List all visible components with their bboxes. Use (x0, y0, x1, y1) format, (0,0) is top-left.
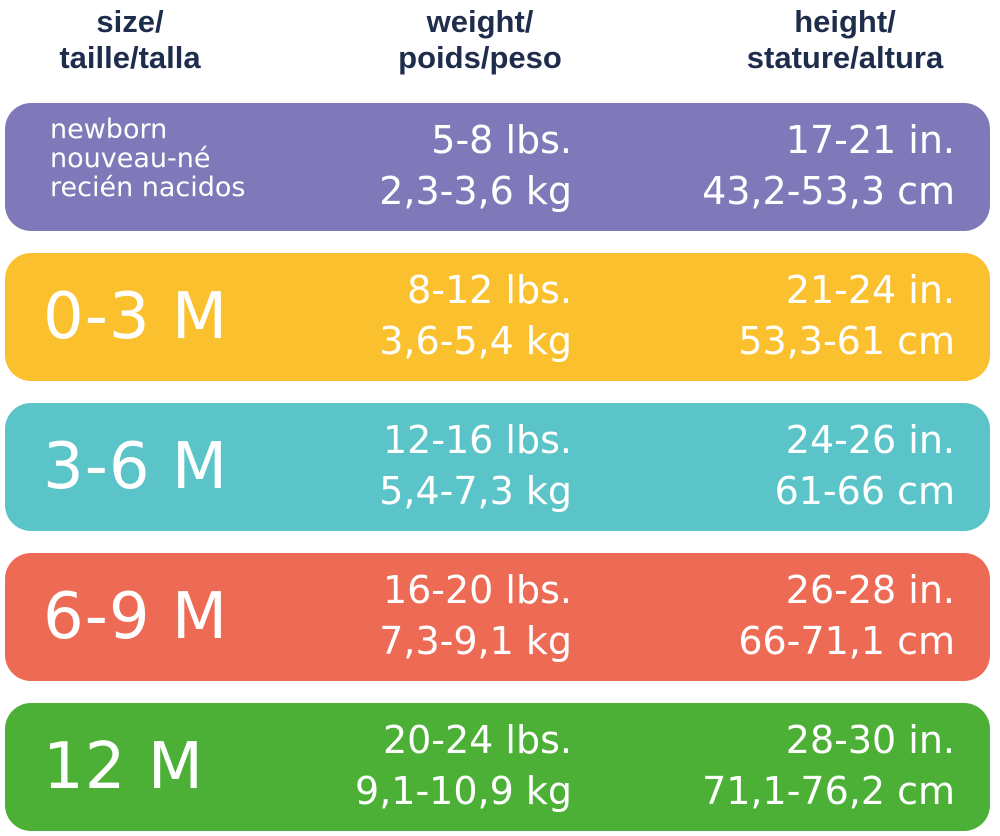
size-cell: 3-6 M (43, 430, 229, 504)
height-cell: 17-21 in. 43,2-53,3 cm (702, 118, 955, 213)
height-cell: 24-26 in. 61-66 cm (774, 418, 955, 513)
row-3-6m: 3-6 M 12-16 lbs. 5,4-7,3 kg 24-26 in. 61… (5, 403, 990, 531)
table-header: size/ taille/talla weight/ poids/peso he… (0, 0, 1000, 100)
size-cell: newborn nouveau-né recién nacidos (50, 114, 246, 203)
height-cell: 21-24 in. 53,3-61 cm (738, 268, 955, 363)
weight-cell: 8-12 lbs. 3,6-5,4 kg (379, 268, 572, 363)
size-cell: 12 M (43, 730, 204, 804)
row-12m: 12 M 20-24 lbs. 9,1-10,9 kg 28-30 in. 71… (5, 703, 990, 831)
weight-cell: 12-16 lbs. 5,4-7,3 kg (379, 418, 572, 513)
weight-cell: 16-20 lbs. 7,3-9,1 kg (379, 568, 572, 663)
size-cell: 6-9 M (43, 580, 229, 654)
header-weight: weight/ poids/peso (398, 4, 562, 75)
header-size: size/ taille/talla (59, 4, 201, 75)
header-height: height/ stature/altura (746, 4, 944, 75)
height-cell: 28-30 in. 71,1-76,2 cm (702, 718, 955, 813)
row-0-3m: 0-3 M 8-12 lbs. 3,6-5,4 kg 21-24 in. 53,… (5, 253, 990, 381)
row-newborn: newborn nouveau-né recién nacidos 5-8 lb… (5, 103, 990, 231)
row-6-9m: 6-9 M 16-20 lbs. 7,3-9,1 kg 26-28 in. 66… (5, 553, 990, 681)
height-cell: 26-28 in. 66-71,1 cm (738, 568, 955, 663)
weight-cell: 5-8 lbs. 2,3-3,6 kg (379, 118, 572, 213)
size-cell: 0-3 M (43, 280, 229, 354)
weight-cell: 20-24 lbs. 9,1-10,9 kg (355, 718, 572, 813)
